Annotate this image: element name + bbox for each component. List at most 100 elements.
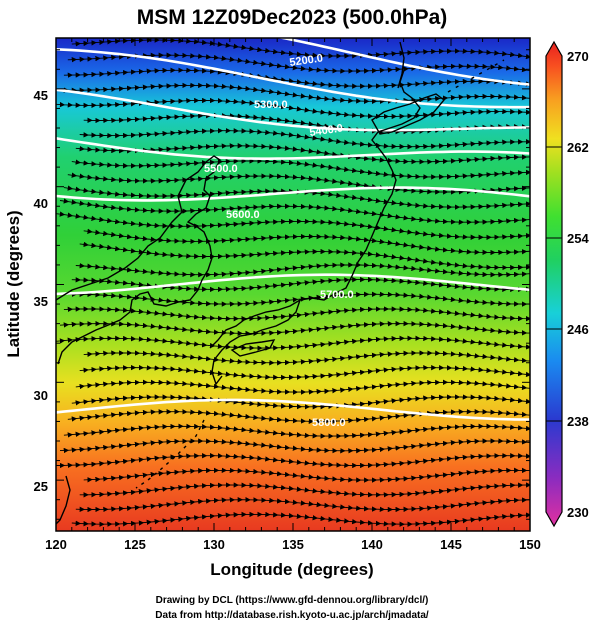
height-contour: [56, 47, 530, 109]
streamline: [462, 247, 530, 256]
streamline: [446, 408, 530, 419]
streamline: [352, 63, 449, 74]
taiwan-coastline: [56, 475, 71, 525]
streamline: [352, 291, 449, 302]
streamline: [170, 268, 267, 278]
streamline: [174, 251, 271, 260]
streamline: [364, 364, 461, 375]
streamline: [245, 454, 342, 468]
colorbar: 270 262 254 246 238 230: [545, 40, 589, 528]
streamline: [352, 181, 449, 195]
streamline: [245, 100, 342, 117]
contour-label-5200: 5200.0: [289, 52, 324, 69]
y-tick-label: 35: [34, 294, 48, 309]
streamline: [462, 467, 530, 476]
streamline: [257, 60, 354, 74]
streamline: [340, 111, 437, 120]
map-plot-area: 5200.0 5300.0 5400.0 5500.0 5600.0 5700.…: [56, 38, 530, 531]
streamline: [75, 145, 172, 154]
streamline: [257, 415, 354, 425]
streamline: [352, 409, 449, 423]
streamline: [261, 511, 358, 525]
streamline: [348, 79, 445, 89]
streamline: [356, 48, 453, 59]
hokkaido-coastline: [371, 93, 446, 135]
streamline: [249, 441, 346, 454]
contour-label-5400: 5400.0: [309, 122, 344, 139]
streamline: [348, 425, 445, 439]
streamline: [458, 139, 530, 148]
streamline: [71, 159, 168, 169]
streamline: [261, 277, 358, 290]
streamline: [435, 452, 530, 463]
height-contour: [56, 88, 530, 132]
y-tick-label: 30: [34, 388, 48, 403]
streamline: [344, 320, 441, 329]
streamline: [83, 228, 180, 244]
streamline: [265, 385, 362, 395]
streamline: [75, 379, 172, 390]
streamline: [439, 93, 530, 102]
streamline: [56, 335, 153, 344]
streamline: [245, 340, 342, 351]
streamline: [154, 438, 251, 447]
streamline: [344, 441, 441, 454]
streamline: [360, 503, 457, 513]
streamline: [458, 482, 530, 492]
streamline: [75, 502, 172, 513]
streamline: [83, 469, 180, 483]
streamline: [79, 364, 176, 373]
streamline: [249, 86, 346, 103]
streamline: [269, 369, 366, 381]
streamline: [454, 496, 530, 508]
streamline: [178, 467, 275, 476]
streamline: [458, 263, 530, 271]
streamline: [162, 52, 259, 66]
streamline: [261, 47, 358, 59]
x-tick-label: 130: [203, 537, 225, 552]
streamline: [439, 438, 530, 447]
streamline: [59, 84, 157, 94]
streamline: [435, 108, 530, 117]
y-tick-labels: 25 30 35 40 45: [34, 88, 48, 494]
streamline: [67, 172, 165, 184]
streamline: [265, 497, 362, 511]
streamline: [454, 379, 530, 393]
streamline: [253, 428, 350, 439]
streamline: [178, 112, 275, 122]
x-tick-label: 150: [519, 537, 541, 552]
streamline: [150, 452, 247, 461]
shikoku-coastline: [230, 339, 276, 357]
colorbar-body: [545, 40, 563, 528]
credit-line-dcl: Drawing by DCL (https://www.gfd-dennou.o…: [156, 595, 429, 606]
colorbar-label: 230: [567, 505, 589, 520]
figure-title: MSM 12Z09Dec2023 (500.0hPa): [137, 6, 448, 29]
y-tick-label: 45: [34, 88, 48, 103]
streamline: [458, 365, 530, 380]
streamline: [340, 221, 437, 238]
streamline: [261, 158, 358, 174]
streamline: [59, 198, 157, 214]
streamline: [150, 337, 247, 351]
streamline: [79, 130, 176, 139]
streamline: [59, 320, 157, 329]
streamline: [368, 237, 465, 254]
streamline: [454, 154, 530, 164]
x-axis-label: Longitude (degrees): [210, 560, 373, 579]
streamline: [59, 440, 157, 454]
streamline: [174, 482, 271, 491]
contour-labels: 5200.0 5300.0 5400.0 5500.0 5600.0 5700.…: [204, 52, 354, 429]
x-tick-label: 135: [282, 537, 304, 552]
x-tick-label: 140: [361, 537, 383, 552]
streamline: [253, 73, 350, 89]
streamline: [154, 82, 251, 92]
contour-label-5800: 5800.0: [312, 417, 346, 429]
streamline: [166, 158, 263, 168]
credit-line-data: Data from http://database.rish.kyoto-u.a…: [155, 610, 429, 621]
colorbar-label: 270: [567, 49, 589, 64]
y-tick-label: 40: [34, 196, 48, 211]
streamline: [253, 308, 350, 322]
streamline: [150, 221, 247, 230]
streamline: [340, 335, 437, 345]
streamline: [273, 471, 370, 483]
